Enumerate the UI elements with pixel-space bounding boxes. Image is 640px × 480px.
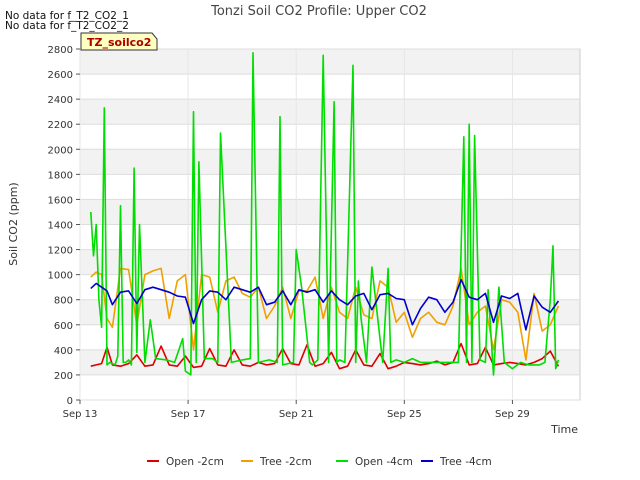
y-tick-label: 1800 [48,170,73,181]
no-data-note-2: No data for f_T2_CO2_2 [5,20,129,32]
y-tick-label: 400 [54,346,73,357]
band-1800 [80,149,580,175]
legend-item: Open -4cm [336,456,413,468]
legend: Open -2cm Tree -2cm Open -4cm Tree -4cm [147,456,492,468]
band-2600 [80,49,580,75]
y-tick-label: 2600 [48,70,73,81]
y-axis-label: Soil CO2 (ppm) [7,182,20,265]
x-tick-label: Sep 29 [495,409,530,420]
legend-item: Tree -2cm [241,456,312,468]
legend-label: Open -2cm [166,456,224,468]
badge-label: TZ_soilco2 [87,36,151,49]
y-tick-label: 1600 [48,195,73,206]
series-line-tree-4cm [90,278,560,331]
y-tick-label: 1200 [48,246,73,257]
y-tick-label: 600 [54,321,73,332]
legend-label: Open -4cm [355,456,413,468]
y-tick-label: 0 [67,396,73,407]
y-tick-label: 800 [54,296,73,307]
series-line-open-2cm [90,342,560,370]
y-tick-label: 2400 [48,95,73,106]
y-tick-label: 1400 [48,221,73,232]
band-2200 [80,99,580,125]
legend-label: Tree -4cm [439,456,492,468]
legend-item: Tree -4cm [421,456,492,468]
y-tick-label: 200 [54,371,73,382]
band-1400 [80,199,580,225]
badge-box [80,32,158,51]
y-tick-label: 2200 [48,120,73,131]
y-tick-label: 1000 [48,271,73,282]
y-tick-label: 2000 [48,145,73,156]
y-tick-label: 2800 [48,45,73,56]
no-data-note-1: No data for f_T2_CO2_1 [5,10,129,22]
x-tick-label: Sep 21 [279,409,314,420]
x-axis-ticks: Sep 13 Sep 17 Sep 21 Sep 25 Sep 29 [63,400,530,420]
x-tick-label: Sep 13 [63,409,98,420]
chart-title: Tonzi Soil CO2 Profile: Upper CO2 [210,4,427,19]
site-badge: TZ_soilco2 [80,32,158,51]
legend-item: Open -2cm [147,456,224,468]
x-tick-label: Sep 17 [171,409,206,420]
plot-background [80,49,580,375]
series-line-open-4cm [90,51,560,376]
legend-label: Tree -2cm [259,456,312,468]
series-lines [90,51,560,376]
y-axis-ticks: 0 200 400 600 800 1000 1200 1400 1600 1800 2000 220… [48,45,80,407]
x-tick-label: Sep 25 [387,409,422,420]
x-axis-label: Time [550,423,578,436]
